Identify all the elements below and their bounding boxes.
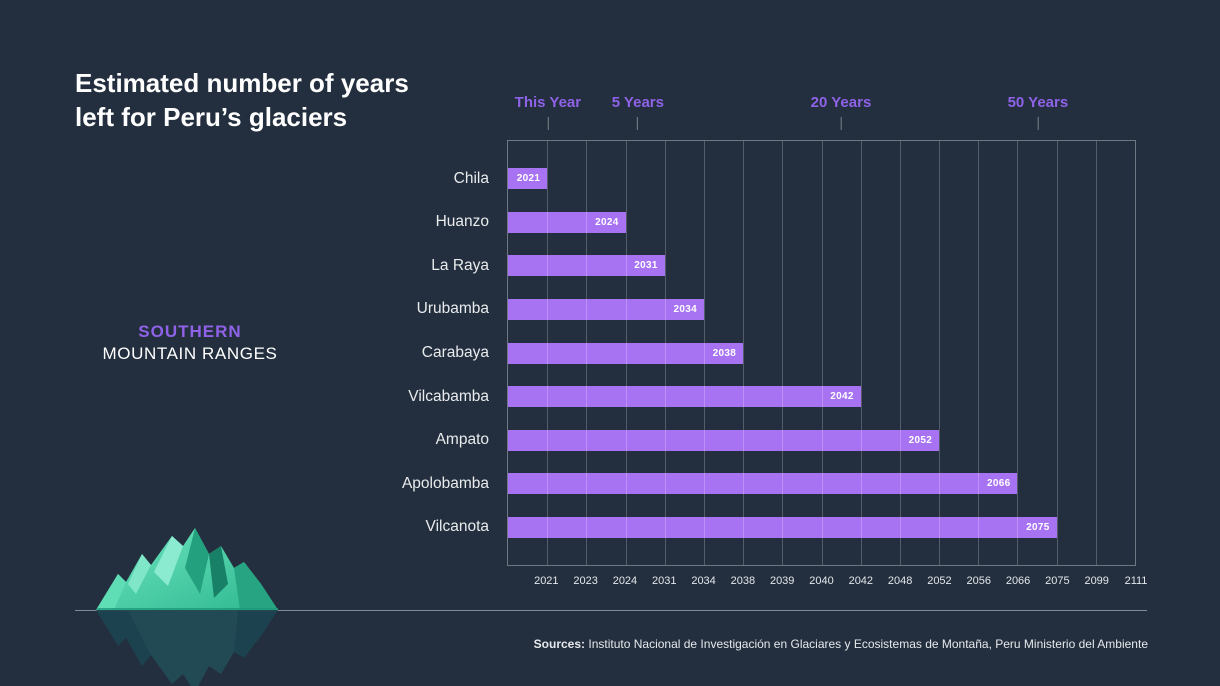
axis-tick-label-2111: 2111	[1124, 575, 1148, 587]
glacier-bar-ampato: 2052	[508, 429, 940, 451]
bar-chart-plot-area: Chila 2021 Huanzo 2024 La Raya 2031 Urubamba 20…	[402, 140, 1136, 566]
time-marker-label: 20 Years	[810, 94, 872, 111]
glacier-bar-apolobamba: 2066	[508, 473, 1018, 495]
bar-year-value: 2024	[595, 216, 619, 228]
range-label-la-raya: La Raya	[431, 256, 489, 274]
glacier-bar-huanzo: 2024	[508, 211, 626, 233]
bar-rows: Chila 2021 Huanzo 2024 La Raya 2031 Urubamba 20…	[402, 141, 1135, 565]
axis-tick-label-2023: 2023	[573, 575, 598, 587]
time-marker-this-year: This Year	[515, 94, 581, 130]
mountain-range-group-label: SOUTHERN MOUNTAIN RANGES	[75, 322, 305, 364]
glacier-bar-urubamba: 2034	[508, 298, 704, 320]
time-marker-header: This Year 5 Years 20 Years 50 Years	[507, 94, 1136, 140]
bar-year-value: 2021	[516, 173, 541, 185]
axis-tick-label-2056: 2056	[966, 575, 991, 587]
axis-tick-label-2075: 2075	[1045, 575, 1070, 587]
table-row: Chila 2021	[454, 157, 1135, 201]
range-label-huanzo: Huanzo	[435, 213, 489, 231]
bar-year-value: 2075	[1026, 521, 1050, 533]
bar-year-value: 2052	[908, 434, 933, 446]
axis-tick-label-2040: 2040	[809, 575, 834, 587]
range-label-urubamba: Urubamba	[416, 300, 489, 318]
page-title-line2: left for Peru’s glaciers	[75, 102, 348, 132]
bar-year-value: 2066	[986, 478, 1011, 490]
iceberg-reflection	[96, 610, 278, 686]
glacier-bar-vilcabamba: 2042	[508, 386, 861, 408]
glacier-bar-la-raya: 2031	[508, 255, 665, 277]
glacier-bar-vilcanota: 2075	[508, 516, 1057, 538]
axis-tick-label-2038: 2038	[730, 575, 756, 587]
bar-year-value: 2031	[634, 260, 658, 272]
time-marker-tick	[1037, 117, 1039, 130]
axis-tick-label-2034: 2034	[691, 575, 716, 587]
bar-year-value: 2034	[673, 303, 697, 315]
axis-tick-label-2024: 2024	[612, 575, 638, 587]
axis-tick-label-2039: 2039	[769, 575, 795, 587]
axis-tick-label-2031: 2031	[652, 575, 677, 587]
time-marker-tick	[840, 117, 842, 130]
table-row: Vilcanota 2075	[426, 506, 1135, 550]
axis-tick-label-2052: 2052	[927, 575, 952, 587]
sources-note: Sources: Instituto Nacional de Investiga…	[534, 637, 1148, 651]
page-title: Estimated number of years left for Peru’…	[75, 66, 409, 134]
glacier-bar-chila: 2021	[508, 168, 548, 190]
time-marker-tick	[547, 117, 549, 130]
table-row: Urubamba 2034	[417, 288, 1135, 332]
bar-year-value: 2038	[712, 347, 737, 359]
iceberg-body	[96, 528, 278, 610]
axis-tick-label-2021: 2021	[534, 575, 559, 587]
time-marker-label: 50 Years	[1007, 94, 1069, 111]
time-marker-20-years: 20 Years	[810, 94, 872, 130]
glacier-bar-carabaya: 2038	[508, 342, 744, 364]
range-label-chila: Chila	[453, 169, 489, 187]
time-marker-50-years: 50 Years	[1007, 94, 1069, 130]
page-title-line1: Estimated number of years	[75, 68, 409, 98]
time-marker-tick	[637, 117, 639, 130]
range-label-vilcanota: Vilcanota	[425, 518, 489, 536]
table-row: La Raya 2031	[431, 244, 1135, 288]
axis-tick-label-2099: 2099	[1084, 575, 1109, 587]
table-row: Huanzo 2024	[436, 201, 1135, 245]
time-marker-5-years: 5 Years	[612, 94, 664, 130]
table-row: Carabaya 2038	[422, 331, 1135, 375]
table-row: Ampato 2052	[436, 418, 1135, 462]
sources-label: Sources:	[533, 637, 586, 651]
time-marker-label: 5 Years	[611, 94, 664, 111]
table-row: Vilcabamba 2042	[408, 375, 1135, 419]
range-label-apolobamba: Apolobamba	[401, 474, 489, 492]
axis-tick-label-2066: 2066	[1005, 575, 1031, 587]
group-label-southern: SOUTHERN	[138, 322, 242, 341]
iceberg-illustration	[96, 528, 278, 686]
table-row: Apolobamba 2066	[402, 462, 1135, 506]
time-marker-label: This Year	[514, 94, 582, 111]
group-label-mountain-ranges: MOUNTAIN RANGES	[102, 344, 278, 363]
waterline-divider	[75, 610, 1147, 611]
axis-tick-label-2042: 2042	[848, 575, 874, 587]
x-axis-labels: 2021 2023 2024 2031 2034 2038 2039 2040 2042 2048…	[507, 575, 1147, 591]
range-label-carabaya: Carabaya	[421, 344, 489, 361]
range-label-ampato: Ampato	[435, 431, 489, 449]
range-label-vilcabamba: Vilcabamba	[408, 387, 489, 405]
axis-tick-label-2048: 2048	[887, 575, 913, 587]
sources-text: Instituto Nacional de Investigación en G…	[585, 637, 1148, 651]
bar-year-value: 2042	[830, 391, 854, 403]
